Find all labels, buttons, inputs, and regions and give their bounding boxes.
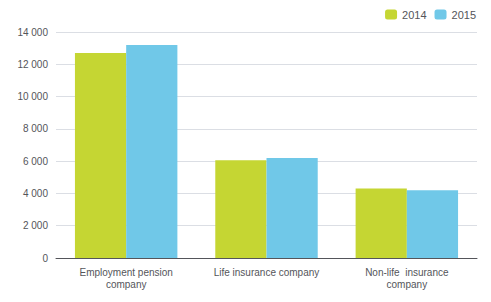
svg-text:Employment pension: Employment pension — [79, 267, 172, 278]
svg-text:Life insurance company: Life insurance company — [214, 267, 320, 278]
svg-text:company: company — [106, 279, 147, 290]
svg-text:Non-life insurance: Non-life insurance — [365, 267, 449, 278]
svg-text:2015: 2015 — [452, 9, 476, 21]
svg-text:company: company — [387, 279, 428, 290]
svg-text:14 000: 14 000 — [17, 27, 48, 38]
svg-text:2014: 2014 — [402, 9, 426, 21]
svg-text:10 000: 10 000 — [17, 91, 48, 102]
svg-text:0: 0 — [42, 253, 48, 264]
svg-text:4 000: 4 000 — [23, 188, 48, 199]
svg-text:2 000: 2 000 — [23, 220, 48, 231]
svg-text:12 000: 12 000 — [17, 59, 48, 70]
svg-text:6 000: 6 000 — [23, 156, 48, 167]
svg-text:8 000: 8 000 — [23, 123, 48, 134]
